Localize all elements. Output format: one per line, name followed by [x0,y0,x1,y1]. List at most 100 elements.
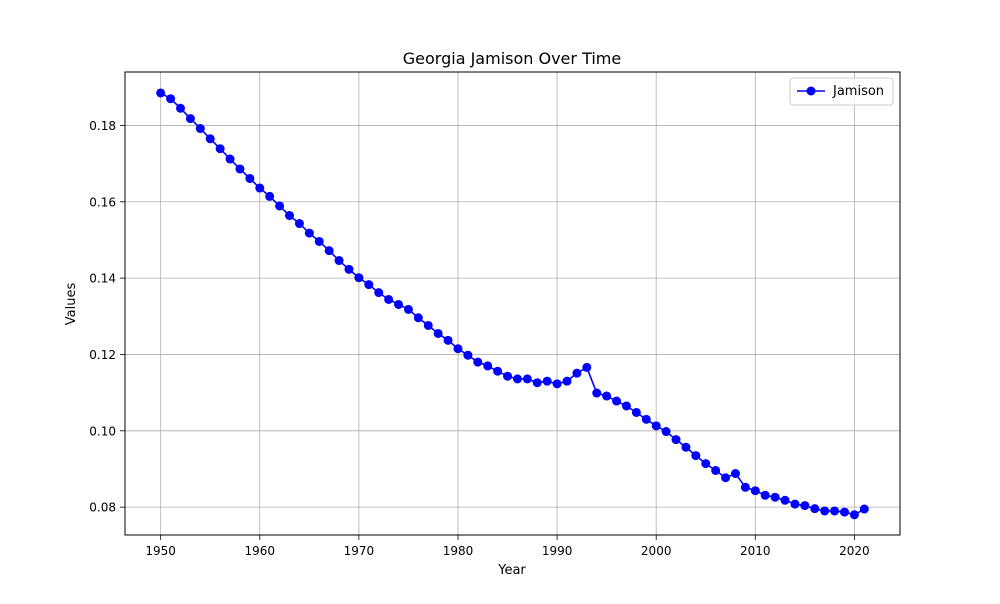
legend-marker-swatch [806,86,816,96]
data-point [334,256,344,266]
x-tick-label: 1950 [145,544,176,558]
plot-frame [124,71,901,536]
data-point [285,211,295,221]
y-tick-label: 0.14 [89,272,116,286]
data-point [403,304,413,314]
data-point [473,357,483,367]
x-tick-label: 1960 [245,544,276,558]
x-tick-label: 2020 [839,544,870,558]
data-point [641,414,651,424]
y-tick-label: 0.08 [89,501,116,515]
y-axis-label: Values [64,283,79,326]
data-point [651,421,661,431]
y-tick-label: 0.18 [89,119,116,133]
data-point [552,379,562,389]
data-point [364,280,374,290]
x-axis-ticks: 1950 1960 1970 1980 1990 2000 2010 2020 [145,535,870,558]
legend-label-jamison: Jamison [832,84,884,99]
data-point [602,391,612,401]
data-point [760,490,770,500]
data-point [582,362,592,372]
data-point [166,94,176,104]
data-point [225,154,235,164]
data-point [572,368,582,378]
data-point [522,374,532,384]
data-point [711,465,721,475]
data-point [503,371,513,381]
data-point [314,236,324,246]
data-point [374,288,384,298]
data-point [701,459,711,469]
data-point [740,482,750,492]
data-point [730,469,740,479]
data-point [671,435,681,445]
data-point [612,396,622,406]
y-tick-label: 0.10 [89,424,116,438]
data-point [265,191,275,201]
data-point [156,88,166,98]
data-point [691,451,701,461]
series-layer [156,88,869,520]
data-point [324,246,334,256]
data-point [780,495,790,505]
data-point [562,376,572,386]
data-point [483,361,493,371]
data-point [493,366,503,376]
data-point [532,378,542,388]
x-tick-label: 1990 [542,544,573,558]
x-tick-label: 1980 [443,544,474,558]
x-tick-label: 2000 [641,544,672,558]
data-point [423,320,433,330]
data-point [820,506,830,516]
data-point [255,183,265,193]
data-point [681,442,691,452]
legend-box [789,77,894,106]
data-point [790,499,800,509]
data-point [235,164,245,174]
data-point [205,134,215,144]
y-tick-label: 0.16 [89,195,116,209]
data-point [800,501,810,511]
data-point [849,510,859,520]
x-tick-label: 1970 [344,544,375,558]
data-point [512,374,522,384]
data-point [185,114,195,124]
legend: Jamison [789,77,894,106]
data-point [721,473,731,483]
data-point [542,376,552,386]
data-point [354,273,364,283]
data-point [275,201,285,211]
x-tick-label: 2010 [740,544,771,558]
x-axis-label: Year [497,563,526,578]
data-point [344,264,354,274]
data-point [750,486,760,496]
y-axis-ticks: 0.08 0.10 0.12 0.14 0.16 0.18 [89,119,125,515]
data-point [621,401,631,411]
data-point [245,173,255,183]
data-point [176,103,185,113]
data-point [840,507,849,517]
data-point [304,228,314,238]
data-point [384,294,394,304]
grid-lines [125,72,900,535]
data-point [592,388,602,398]
chart-title: Georgia Jamison Over Time [403,49,621,68]
data-point [463,350,473,360]
data-point [453,344,463,354]
data-point [810,504,820,514]
data-point [443,335,453,345]
data-point [413,313,423,323]
data-point [294,219,304,229]
data-point [433,328,443,338]
data-point [859,504,869,514]
data-point [631,407,641,417]
data-point [830,506,840,516]
data-point [215,144,225,154]
data-point [195,123,205,133]
data-point [394,299,404,309]
data-point [770,492,780,502]
data-point [661,427,671,437]
y-tick-label: 0.12 [89,348,116,362]
